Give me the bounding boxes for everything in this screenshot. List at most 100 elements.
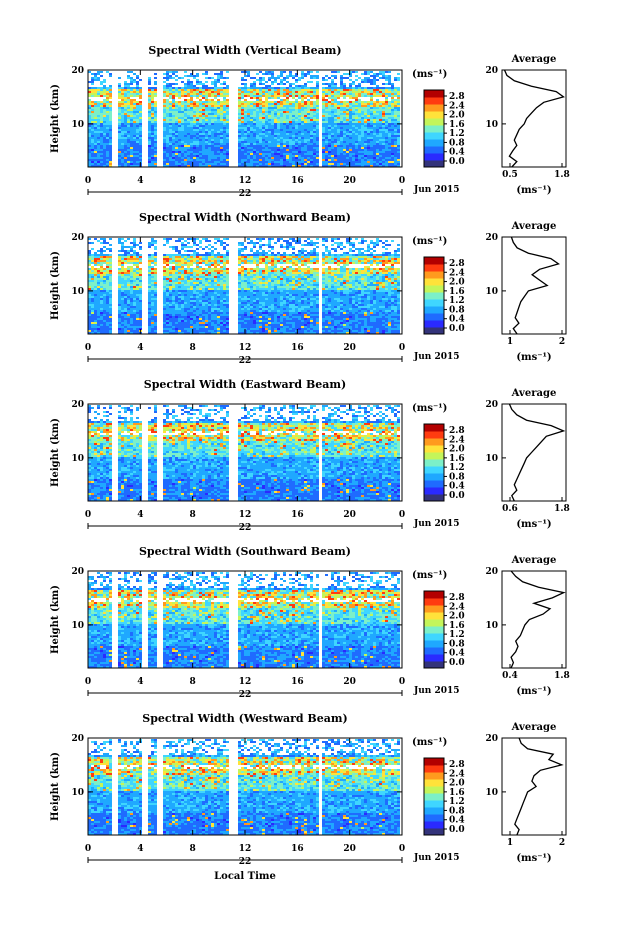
heatmap-cell bbox=[100, 165, 103, 167]
heatmap-cell bbox=[133, 99, 136, 101]
heatmap-cell bbox=[241, 133, 244, 135]
heatmap-cell bbox=[265, 107, 268, 109]
heatmap-cell bbox=[370, 93, 373, 95]
heatmap-cell bbox=[172, 141, 175, 143]
heatmap-cell bbox=[220, 143, 223, 145]
heatmap-cell bbox=[124, 310, 127, 312]
heatmap-cell bbox=[316, 93, 319, 95]
heatmap-cell bbox=[208, 133, 211, 135]
heatmap-cell bbox=[340, 127, 343, 129]
heatmap-cell bbox=[286, 143, 289, 145]
heatmap-cell bbox=[97, 107, 100, 109]
heatmap-cell bbox=[154, 107, 157, 109]
heatmap-cell bbox=[166, 135, 169, 137]
heatmap-cell bbox=[211, 133, 214, 135]
heatmap-cell bbox=[154, 294, 157, 296]
heatmap-cell bbox=[391, 99, 394, 101]
heatmap-cell bbox=[391, 83, 394, 85]
heatmap-cell bbox=[193, 151, 196, 153]
heatmap-cell bbox=[304, 83, 307, 85]
heatmap-cell bbox=[94, 77, 97, 79]
heatmap-cell bbox=[172, 135, 175, 137]
heatmap-cell bbox=[256, 101, 259, 103]
heatmap-cell bbox=[139, 298, 142, 300]
heatmap-cell bbox=[337, 111, 340, 113]
heatmap-cell bbox=[265, 129, 268, 131]
heatmap-cell bbox=[91, 105, 94, 107]
heatmap-cell bbox=[175, 133, 178, 135]
heatmap-cell bbox=[106, 161, 109, 163]
heatmap-cell bbox=[283, 131, 286, 133]
heatmap-cell bbox=[301, 75, 304, 77]
heatmap-cell bbox=[280, 135, 283, 137]
heatmap-cell bbox=[280, 95, 283, 97]
heatmap-cell bbox=[106, 165, 109, 167]
heatmap-cell bbox=[394, 121, 397, 123]
heatmap-cell bbox=[271, 139, 274, 141]
heatmap-cell bbox=[376, 111, 379, 113]
heatmap-cell bbox=[304, 153, 307, 155]
heatmap-cell bbox=[313, 121, 316, 123]
heatmap-cell bbox=[202, 109, 205, 111]
heatmap-cell bbox=[166, 159, 169, 161]
heatmap-cell bbox=[97, 111, 100, 113]
heatmap-cell bbox=[127, 75, 130, 77]
heatmap-cell bbox=[292, 101, 295, 103]
heatmap-cell bbox=[166, 300, 169, 302]
heatmap-cell bbox=[337, 165, 340, 167]
heatmap-cell bbox=[217, 111, 220, 113]
heatmap-cell bbox=[187, 101, 190, 103]
heatmap-cell bbox=[169, 115, 172, 117]
heatmap-cell bbox=[187, 87, 190, 89]
heatmap-cell bbox=[166, 87, 169, 89]
heatmap-cell bbox=[91, 161, 94, 163]
heatmap-cell bbox=[301, 105, 304, 107]
heatmap-cell bbox=[166, 115, 169, 117]
heatmap-cell bbox=[118, 330, 121, 332]
heatmap-cell bbox=[136, 314, 139, 316]
heatmap-cell bbox=[355, 115, 358, 117]
heatmap-cell bbox=[97, 103, 100, 105]
heatmap-cell bbox=[133, 262, 136, 264]
heatmap-cell bbox=[151, 119, 154, 121]
heatmap-cell bbox=[358, 87, 361, 89]
heatmap-cell bbox=[166, 270, 169, 272]
heatmap-cell bbox=[94, 308, 97, 310]
heatmap-cell bbox=[331, 151, 334, 153]
heatmap-cell bbox=[127, 268, 130, 270]
heatmap-cell bbox=[223, 81, 226, 83]
heatmap-cell bbox=[289, 153, 292, 155]
heatmap-cell bbox=[139, 258, 142, 260]
heatmap-cell bbox=[124, 288, 127, 290]
heatmap-cell bbox=[361, 81, 364, 83]
heatmap-cell bbox=[379, 121, 382, 123]
heatmap-cell bbox=[280, 111, 283, 113]
heatmap-cell bbox=[307, 93, 310, 95]
heatmap-cell bbox=[169, 105, 172, 107]
heatmap-cell bbox=[103, 155, 106, 157]
heatmap-cell bbox=[289, 139, 292, 141]
heatmap-cell bbox=[196, 133, 199, 135]
heatmap-cell bbox=[148, 117, 151, 119]
heatmap-cell bbox=[109, 161, 112, 163]
heatmap-cell bbox=[118, 260, 121, 262]
heatmap-cell bbox=[172, 161, 175, 163]
heatmap-cell bbox=[265, 101, 268, 103]
heatmap-cell bbox=[355, 145, 358, 147]
heatmap-cell bbox=[211, 103, 214, 105]
heatmap-cell bbox=[154, 256, 157, 258]
heatmap-cell bbox=[313, 143, 316, 145]
heatmap-cell bbox=[247, 165, 250, 167]
heatmap-cell bbox=[223, 151, 226, 153]
heatmap-cell bbox=[211, 131, 214, 133]
heatmap-cell bbox=[127, 274, 130, 276]
heatmap-cell bbox=[88, 270, 91, 272]
heatmap-cell bbox=[121, 294, 124, 296]
colorbar-tick-label: 0.0 bbox=[449, 157, 465, 167]
heatmap-cell bbox=[253, 115, 256, 117]
heatmap-cell bbox=[103, 276, 106, 278]
heatmap-cell bbox=[349, 135, 352, 137]
heatmap-cell bbox=[376, 107, 379, 109]
heatmap-cell bbox=[265, 81, 268, 83]
